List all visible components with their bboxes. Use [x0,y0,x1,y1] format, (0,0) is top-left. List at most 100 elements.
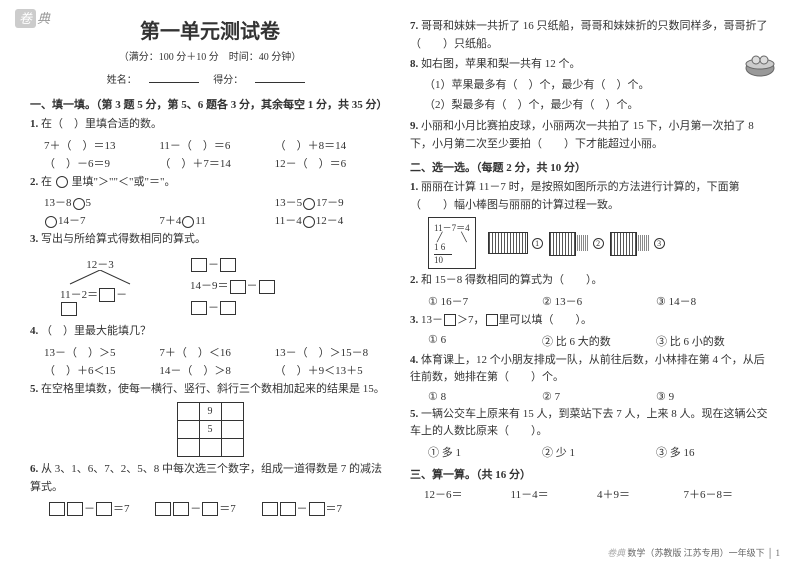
answer-box[interactable] [220,258,236,272]
q3-text: 写出与所给算式得数相同的算式。 [41,233,206,245]
q1-c: （ ）－6＝9 [44,155,159,171]
logo-badge: 典 [15,8,50,27]
s2q1: 1. 丽丽在计算 11－7 时，是按照如图所示的方法进行计算的，下面第（ ）幅小… [410,179,770,214]
score-blank[interactable] [255,82,305,83]
s2q2-opts: ① 16－7② 13－6③ 14－8 [428,293,770,309]
answer-box[interactable] [191,301,207,315]
tree-b: 14－9＝－ [190,277,300,293]
q1-row1: 7＋（ ）＝1311－（ ）＝6（ ）＋8＝14 [44,137,390,153]
s2q1-text: 丽丽在计算 11－7 时，是按照如图所示的方法进行计算的，下面第（ ）幅小棒图与… [410,181,740,211]
left-column: 第一单元测试卷 （满分：100 分＋10 分 时间：40 分钟） 姓名： 得分：… [20,15,400,516]
name-blank[interactable] [149,82,199,83]
opt: ② 7 [542,390,656,403]
sticks-icon [488,232,528,254]
answer-box[interactable] [173,502,189,516]
answer-box[interactable] [49,502,65,516]
answer-box[interactable] [191,258,207,272]
opt: ① 多 1 [428,444,542,460]
q4-c: （ ）＋6＜15 [44,362,159,378]
name-label: 姓名： [107,71,137,86]
answer-box[interactable] [67,502,83,516]
s2q3-opts: ① 6② 比 6 大的数③ 比 6 小的数 [428,333,770,349]
basket-icon [742,50,778,78]
q4-c: 13－（ ）＞5 [44,344,159,360]
opt: ③ 多 16 [656,444,770,460]
q8b: （2）梨最多有（ ）个，最少有（ ）个。 [424,97,770,115]
q4-c: 7＋（ ）＜16 [159,344,274,360]
opt: ③ 9 [656,390,770,403]
opt: ② 少 1 [542,444,656,460]
test-subtitle: （满分：100 分＋10 分 时间：40 分钟） [30,48,390,63]
answer-box[interactable] [155,502,171,516]
answer-box[interactable] [230,280,246,294]
answer-box[interactable] [309,502,325,516]
q1-c: （ ）＋8＝14 [275,137,390,153]
q9: 9. 小丽和小月比赛拍皮球，小丽两次一共拍了 15 下，小月第一次拍了 8 下，… [410,118,770,153]
opt: ① 8 [428,390,542,403]
circle-blank[interactable] [45,216,57,228]
answer-box[interactable] [259,280,275,294]
tree-2: － 14－9＝－ － [190,256,300,316]
q3: 3. 写出与所给算式得数相同的算式。 [30,231,390,249]
q2-row1: 13－8513－517－9 [44,194,390,210]
answer-box[interactable] [96,502,112,516]
s2q5-text: 一辆公交车上原来有 15 人，到菜站下去 7 人，上来 8 人。现在这辆公交车上… [410,408,768,438]
s2q5: 5. 一辆公交车上原来有 15 人，到菜站下去 7 人，上来 8 人。现在这辆公… [410,406,770,441]
q2-row2: 14－77＋41111－412－4 [44,212,390,228]
option-2: 2 [593,238,604,249]
answer-box[interactable] [220,301,236,315]
q2-c: 7＋411 [159,212,274,228]
page: 第一单元测试卷 （满分：100 分＋10 分 时间：40 分钟） 姓名： 得分：… [0,0,800,526]
q7-text: 哥哥和妹妹一共折了 16 只纸船，哥哥和妹妹折的只数同样多，哥哥折了（ ）只纸船… [410,20,768,50]
circle-icon [56,176,68,188]
page-footer: 数学（苏教版 江苏专用）一年级下 │ 1 [607,546,780,559]
sticks-icon [610,232,650,254]
score-label: 得分： [213,71,243,86]
section-2-title: 二、选一选。（每题 2 分，共 10 分） [410,159,770,175]
q7: 7. 哥哥和妹妹一共折了 16 只纸船，哥哥和妹妹折的只数同样多，哥哥折了（ ）… [410,18,770,53]
answer-box[interactable] [99,288,115,302]
s3-c: 7＋6－8＝ [684,486,771,502]
q4: 4. （ ）里最大能填几？ [30,323,390,341]
q5: 5. 在空格里填数，使每一横行、竖行、斜行三个数相加起来的结果是 15。 [30,381,390,399]
q6: 6. 从 3、1、6、7、2、5、8 中每次选三个数字，组成一道得数是 7 的减… [30,461,390,496]
s3-c: 12－6＝ [424,486,511,502]
q4-c: 13－（ ）＞15－8 [275,344,390,360]
s2q1-figs: 11－7＝4 ╱╲ 1 6 10 1 2 3 [428,217,770,269]
answer-box[interactable] [262,502,278,516]
q5-text: 在空格里填数，使每一横行、竖行、斜行三个数相加起来的结果是 15。 [41,383,385,395]
s3-c: 4＋9＝ [597,486,684,502]
magic-square[interactable]: 9 5 [177,402,244,457]
answer-box[interactable] [280,502,296,516]
opt: ① 16－7 [428,293,542,309]
q4-text: （ ）里最大能填几？ [41,325,151,337]
s2q2-text: 和 15－8 得数相同的算式为（ ）。 [421,274,603,286]
test-title: 第一单元测试卷 [30,15,390,44]
q4-row1: 13－（ ）＞57＋（ ）＜1613－（ ）＞15－8 [44,344,390,360]
q6-boxes: －＝7 －＝7 －＝7 [48,500,390,516]
s3-c: 11－4＝ [511,486,598,502]
opt: ③ 比 6 小的数 [656,333,770,349]
name-line: 姓名： 得分： [30,71,390,86]
q1: 1. 在（ ）里填合适的数。 [30,116,390,134]
tree-1: 12－3 11－2＝－ [50,256,150,316]
q4-row2: （ ）＋6＜1514－（ ）＞8（ ）＋9＜13＋5 [44,362,390,378]
q2-c: 13－517－9 [275,194,390,210]
option-3: 3 [654,238,665,249]
q6-text: 从 3、1、6、7、2、5、8 中每次选三个数字，组成一道得数是 7 的减法算式… [30,463,382,493]
answer-box[interactable] [444,314,456,326]
right-column: 7. 哥哥和妹妹一共折了 16 只纸船，哥哥和妹妹折的只数同样多，哥哥折了（ ）… [400,15,780,516]
section-1-title: 一、填一填。（第 3 题 5 分，第 5、6 题各 3 分，其余每空 1 分，共… [30,96,390,112]
circle-blank[interactable] [73,198,85,210]
s2q3: 3. 13－＞7，里可以填（ ）。 [410,312,770,330]
circle-blank[interactable] [303,198,315,210]
circle-blank[interactable] [182,216,194,228]
circle-blank[interactable] [303,216,315,228]
s2q5-opts: ① 多 1② 少 1③ 多 16 [428,444,770,460]
q1-row2: （ ）－6＝9（ ）＋7＝1412－（ ）＝6 [44,155,390,171]
s3-row: 12－6＝11－4＝4＋9＝7＋6－8＝ [424,486,770,502]
s2q2: 2. 和 15－8 得数相同的算式为（ ）。 [410,272,770,290]
answer-box[interactable] [486,314,498,326]
answer-box[interactable] [202,502,218,516]
answer-box[interactable] [61,302,77,316]
